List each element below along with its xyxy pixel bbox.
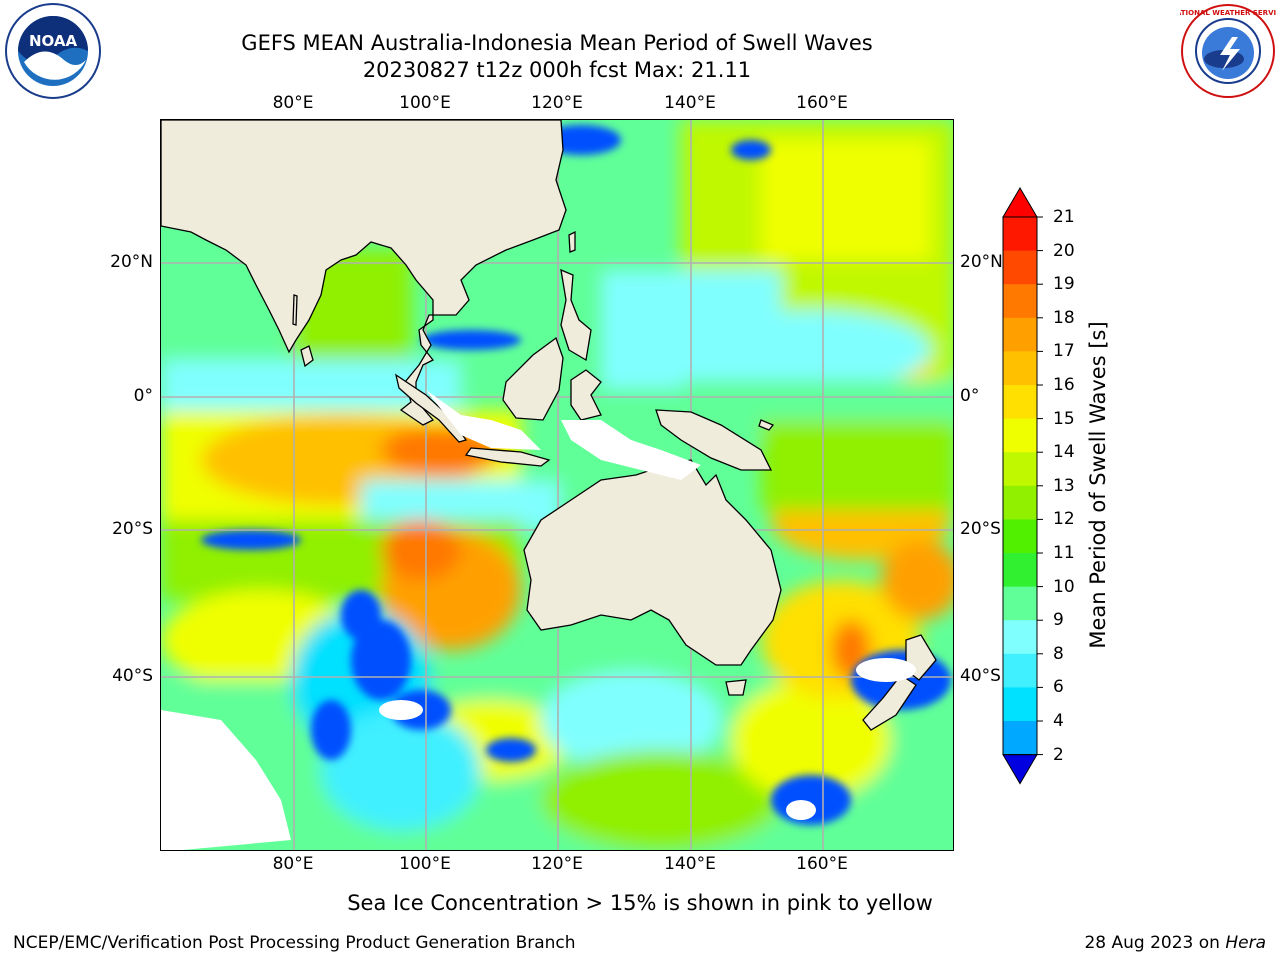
colorbar-tick-label: 6 — [1053, 677, 1064, 698]
colorbar-segment — [1003, 317, 1037, 352]
colorbar-tick-label: 10 — [1053, 576, 1075, 597]
footer-credit: NCEP/EMC/Verification Post Processing Pr… — [13, 933, 576, 953]
colorbar-segment — [1003, 452, 1037, 487]
colorbar-segment — [1003, 687, 1037, 722]
lon-label-bottom-80e: 80°E — [272, 854, 314, 874]
lat-label-right-20s: 20°S — [960, 519, 1001, 539]
lat-label-left-40s: 40°S — [112, 666, 153, 686]
colorbar-tick-label: 19 — [1053, 274, 1075, 295]
colorbar-tick-label: 13 — [1053, 475, 1075, 496]
land — [161, 120, 937, 731]
lat-label-right-40s: 40°S — [960, 666, 1001, 686]
colorbar-segment — [1003, 250, 1037, 285]
lat-label-right-20n: 20°N — [960, 252, 1003, 272]
land-sumatra — [394, 373, 468, 443]
land-new-guinea — [655, 409, 773, 471]
lat-label-left-20n: 20°N — [110, 252, 153, 272]
map-title: GEFS MEAN Australia-Indonesia Mean Perio… — [241, 31, 873, 55]
lon-label-bottom-120e: 120°E — [531, 854, 583, 874]
colorbar-tick-label: 15 — [1053, 408, 1075, 429]
swell-period-map — [160, 119, 954, 851]
lon-label-bottom-100e: 100°E — [399, 854, 451, 874]
colorbar — [995, 185, 1045, 789]
noaa-logo-text: NOAA — [29, 32, 78, 50]
footer-date-text: 28 Aug 2023 on — [1084, 933, 1226, 953]
colorbar-segment — [1003, 418, 1037, 453]
lat-label-right-eq: 0° — [960, 386, 980, 406]
land-nz-south — [862, 674, 917, 731]
colorbar-segment — [1003, 620, 1037, 655]
colorbar-under-arrow — [1002, 754, 1038, 785]
colorbar-segment — [1003, 385, 1037, 420]
colorbar-segment — [1003, 721, 1037, 756]
colorbar-tick-label: 20 — [1053, 240, 1075, 261]
lon-label-top-80e: 80°E — [272, 93, 314, 113]
land-asia — [161, 120, 567, 426]
lon-label-bottom-160e: 160°E — [796, 854, 848, 874]
land-philippines — [560, 268, 592, 362]
colorbar-over-arrow — [1002, 187, 1038, 218]
land-andaman — [292, 294, 298, 326]
noaa-logo: NOAA — [4, 2, 102, 100]
lon-label-top-140e: 140°E — [664, 93, 716, 113]
nws-logo-text: NATIONAL WEATHER SERVICE — [1180, 9, 1276, 17]
colorbar-tick-label: 4 — [1053, 711, 1064, 731]
colorbar-segment — [1003, 217, 1037, 252]
colorbar-tick-label: 8 — [1053, 643, 1064, 664]
sea-ice-note: Sea Ice Concentration > 15% is shown in … — [347, 891, 933, 915]
colorbar-label: Mean Period of Swell Waves [s] — [1086, 321, 1110, 649]
colorbar-segment — [1003, 653, 1037, 688]
land-java — [464, 447, 551, 467]
colorbar-segment — [1003, 485, 1037, 520]
colorbar-tick-label: 21 — [1053, 207, 1075, 227]
land-solomons — [758, 419, 775, 431]
colorbar-tick-label: 2 — [1053, 744, 1064, 765]
colorbar-tick-label: 16 — [1053, 375, 1075, 395]
masked-areas — [161, 390, 916, 850]
nws-logo: NATIONAL WEATHER SERVICE — [1170, 3, 1280, 99]
colorbar-segment — [1003, 553, 1037, 588]
colorbar-segment — [1003, 586, 1037, 621]
land-sri-lanka — [300, 345, 314, 368]
lat-label-left-20s: 20°S — [112, 519, 153, 539]
land-australia — [523, 459, 782, 666]
land-borneo — [502, 336, 564, 421]
land-sulawesi — [570, 369, 602, 421]
colorbar-segment — [1003, 351, 1037, 386]
colorbar-tick-label: 14 — [1053, 442, 1075, 463]
footer-date: 28 Aug 2023 on Hera — [1084, 933, 1266, 953]
colorbar-tick-label: 17 — [1053, 341, 1075, 362]
map-canvas — [161, 120, 953, 850]
footer-host: Hera — [1225, 933, 1266, 953]
colorbar-tick-label: 18 — [1053, 307, 1075, 328]
lon-label-bottom-140e: 140°E — [664, 854, 716, 874]
land-taiwan — [568, 230, 576, 253]
land-tasmania — [725, 679, 747, 696]
lon-label-top-160e: 160°E — [796, 93, 848, 113]
lat-label-left-eq: 0° — [133, 386, 153, 406]
lon-label-top-100e: 100°E — [399, 93, 451, 113]
colorbar-segment — [1003, 519, 1037, 554]
colorbar-segment — [1003, 284, 1037, 319]
swell-field-patches — [161, 120, 953, 850]
colorbar-tick-label: 12 — [1053, 509, 1075, 530]
colorbar-tick-label: 11 — [1053, 543, 1075, 563]
colorbar-tick-label: 9 — [1053, 610, 1064, 631]
map-subtitle: 20230827 t12z 000h fcst Max: 21.11 — [362, 58, 752, 82]
lon-label-top-120e: 120°E — [531, 93, 583, 113]
